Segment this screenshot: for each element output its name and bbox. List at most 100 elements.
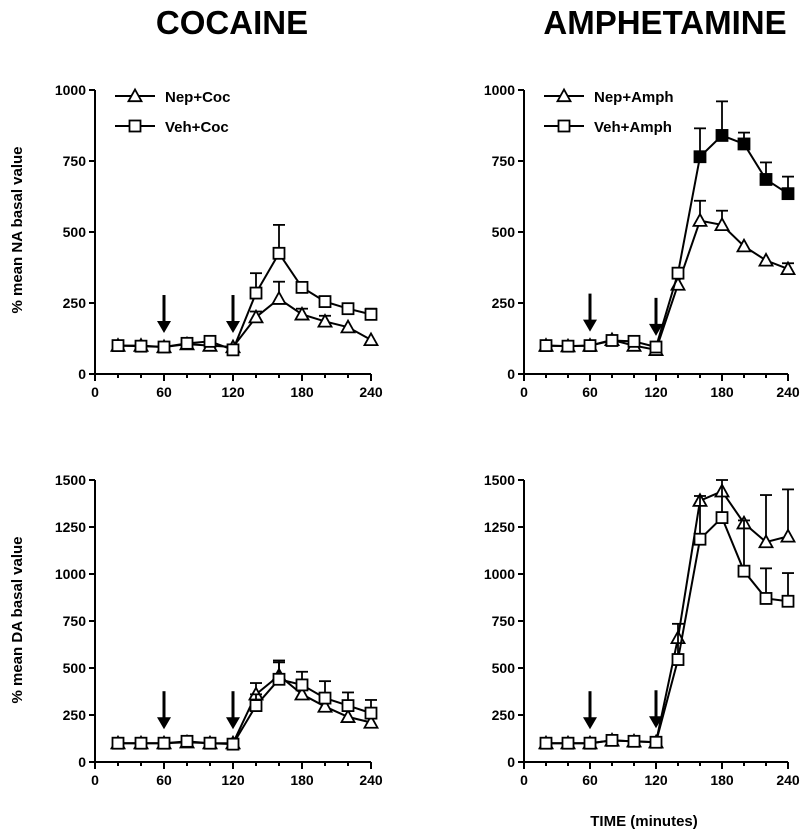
data-point xyxy=(180,734,194,748)
data-point xyxy=(627,334,641,348)
data-point xyxy=(157,340,171,354)
data-point xyxy=(293,306,311,321)
data-point xyxy=(318,691,332,705)
x-tick-label: 60 xyxy=(582,384,598,400)
data-point xyxy=(715,129,729,142)
data-point xyxy=(134,736,148,750)
data-point xyxy=(737,564,751,578)
data-point xyxy=(693,150,707,164)
y-tick-label: 1000 xyxy=(55,566,86,582)
data-point xyxy=(293,685,311,701)
y-tick-label: 0 xyxy=(78,754,86,770)
data-point xyxy=(272,672,286,686)
data-point xyxy=(539,736,553,750)
legend-label: Veh+Coc xyxy=(165,119,229,136)
x-tick-label: 180 xyxy=(290,772,314,788)
x-tick-label: 120 xyxy=(644,384,668,400)
y-tick-label: 500 xyxy=(63,224,87,240)
injection-arrow-head xyxy=(226,717,240,730)
data-point xyxy=(272,246,286,260)
y-tick-label: 0 xyxy=(507,754,515,770)
data-point xyxy=(249,286,263,300)
x-tick-label: 240 xyxy=(776,772,800,788)
series-line-1 xyxy=(117,251,372,352)
data-point xyxy=(583,339,597,353)
y-tick-label: 500 xyxy=(492,224,516,240)
data-point xyxy=(627,734,641,748)
series-line-0 xyxy=(118,674,372,745)
y-tick-label: 250 xyxy=(492,707,516,723)
series-line-1 xyxy=(546,515,789,745)
data-point xyxy=(539,339,553,353)
y-tick-label: 250 xyxy=(492,295,516,311)
x-tick-label: 240 xyxy=(776,384,800,400)
data-point xyxy=(649,735,663,749)
chart-panel-amphetamine-na: 0 250 500 750 1000 0 60 120 180 240 Nep+Amph Veh+Am… xyxy=(484,82,800,400)
data-point xyxy=(111,339,125,353)
x-tick-label: 240 xyxy=(359,384,383,400)
data-point xyxy=(781,594,795,608)
injection-arrow-head xyxy=(157,717,171,730)
y-tick-label: 1250 xyxy=(484,519,515,535)
data-point xyxy=(249,699,263,712)
data-point xyxy=(649,340,663,354)
x-tick-label: 120 xyxy=(221,384,245,400)
data-point xyxy=(157,736,171,750)
data-point xyxy=(226,343,240,357)
series-line-1 xyxy=(118,678,372,746)
y-tick-label: 750 xyxy=(63,153,87,169)
y-tick-label: 1000 xyxy=(55,82,86,98)
data-point xyxy=(362,331,380,347)
title-amphetamine: AMPHETAMINE xyxy=(543,4,786,41)
y-tick-label: 500 xyxy=(63,660,87,676)
chart-panel-cocaine-na: 0 250 500 750 1000 0 60 120 180 240 Nep+Coc Veh+Coc xyxy=(55,82,383,400)
data-point xyxy=(316,313,334,328)
y-tick-label: 1000 xyxy=(484,566,515,582)
data-point xyxy=(270,290,288,305)
data-point xyxy=(759,592,773,605)
x-tick-label: 240 xyxy=(359,772,383,788)
y-tick-label: 1000 xyxy=(484,82,515,98)
data-point xyxy=(779,528,797,543)
x-tick-label: 0 xyxy=(91,772,99,788)
data-point xyxy=(713,216,731,232)
data-point xyxy=(691,212,709,227)
injection-arrow-head xyxy=(157,321,171,334)
x-tick-label: 60 xyxy=(156,772,172,788)
x-tick-label: 120 xyxy=(644,772,668,788)
data-point xyxy=(735,237,753,253)
y-tick-label: 750 xyxy=(492,153,516,169)
data-point xyxy=(341,302,355,316)
data-point xyxy=(759,173,773,186)
y-tick-label: 1250 xyxy=(55,519,86,535)
chart-panel-amphetamine-da: 0 250 500 750 1000 1250 1500 0 60 120 180 240 xyxy=(484,472,800,788)
data-point xyxy=(605,334,619,347)
data-point xyxy=(180,336,194,350)
x-tick-label: 60 xyxy=(156,384,172,400)
injection-arrow-head xyxy=(226,321,240,334)
chart-panel-cocaine-da: 0 250 500 750 1000 1250 1500 0 60 120 180 240 xyxy=(55,472,383,788)
y-tick-label: 0 xyxy=(78,366,86,382)
data-point xyxy=(295,678,309,692)
x-tick-label: 180 xyxy=(710,772,734,788)
data-point xyxy=(757,533,775,549)
data-point xyxy=(203,736,217,750)
legend-marker xyxy=(126,87,144,103)
xlabel-time: TIME (minutes) xyxy=(590,813,698,830)
y-tick-label: 1500 xyxy=(55,472,86,488)
data-point xyxy=(339,708,357,723)
legend-marker xyxy=(128,119,142,133)
x-tick-label: 0 xyxy=(520,772,528,788)
data-point xyxy=(605,733,619,747)
data-point xyxy=(693,532,707,546)
data-point xyxy=(715,511,729,524)
injection-arrow-head xyxy=(583,319,597,332)
data-point xyxy=(737,137,751,151)
injection-arrow-head xyxy=(649,716,663,729)
title-cocaine: COCAINE xyxy=(156,4,308,41)
data-point xyxy=(364,307,378,321)
y-tick-label: 750 xyxy=(63,613,87,629)
data-point xyxy=(779,260,797,276)
data-point xyxy=(203,334,217,348)
data-point xyxy=(757,252,775,267)
